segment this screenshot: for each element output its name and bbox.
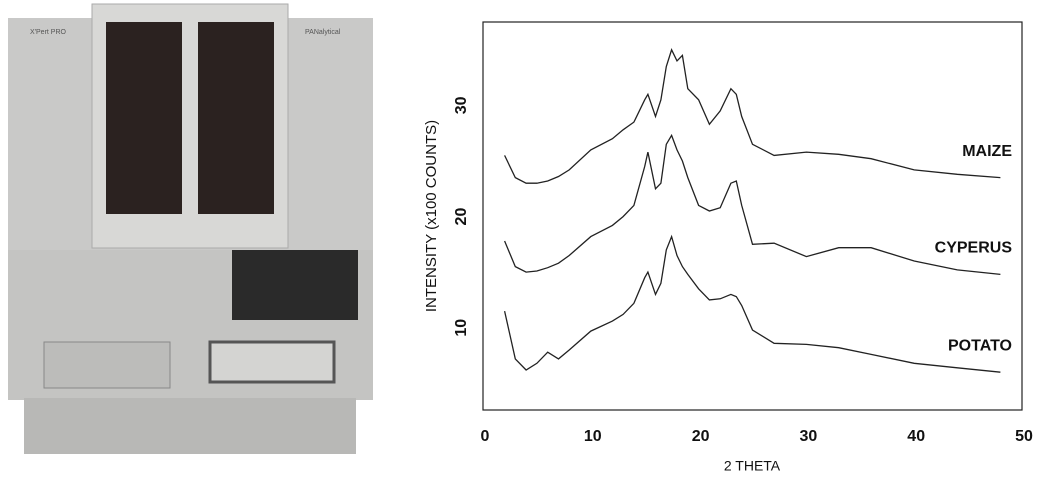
y-tick-label: 20: [453, 208, 470, 226]
series-line: [503, 234, 1001, 373]
brand-label: X'Pert PRO: [30, 29, 67, 36]
base: [24, 398, 356, 454]
series-label: POTATO: [948, 337, 1012, 354]
x-tick-label: 30: [800, 428, 818, 445]
brand-label: PANalytical: [305, 29, 341, 36]
x-tick-label: 50: [1015, 428, 1033, 445]
xrd-chart: 2 THETA INTENSITY (x100 COUNTS) 0 10 20 30 4…: [423, 21, 1033, 474]
control-panel: [232, 250, 358, 320]
instrument-photo: X'Pert PRO PANalytical: [8, 3, 373, 454]
series-line: [504, 48, 1001, 184]
series-label: MAIZE: [962, 143, 1012, 160]
series-line: [504, 133, 1001, 276]
x-axis-label: 2 THETA: [724, 458, 781, 474]
window-right: [198, 22, 274, 214]
x-tick-label: 0: [481, 428, 490, 445]
y-axis-label: INTENSITY (x100 COUNTS): [423, 120, 440, 312]
y-tick-label: 30: [453, 96, 470, 114]
x-tick-label: 10: [584, 428, 602, 445]
power-box: [208, 340, 336, 384]
x-tick-label: 40: [907, 428, 925, 445]
plot-frame: [482, 21, 1023, 411]
y-tick-label: 10: [453, 319, 470, 337]
window-left: [106, 22, 182, 214]
x-tick-label: 20: [692, 428, 710, 445]
vent: [43, 341, 171, 389]
series-label: CYPERUS: [935, 240, 1013, 257]
